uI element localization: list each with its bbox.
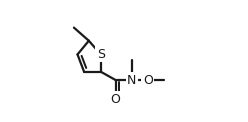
Text: S: S [97,48,105,61]
Text: O: O [111,93,121,106]
Text: O: O [143,74,153,87]
Text: N: N [127,74,136,87]
